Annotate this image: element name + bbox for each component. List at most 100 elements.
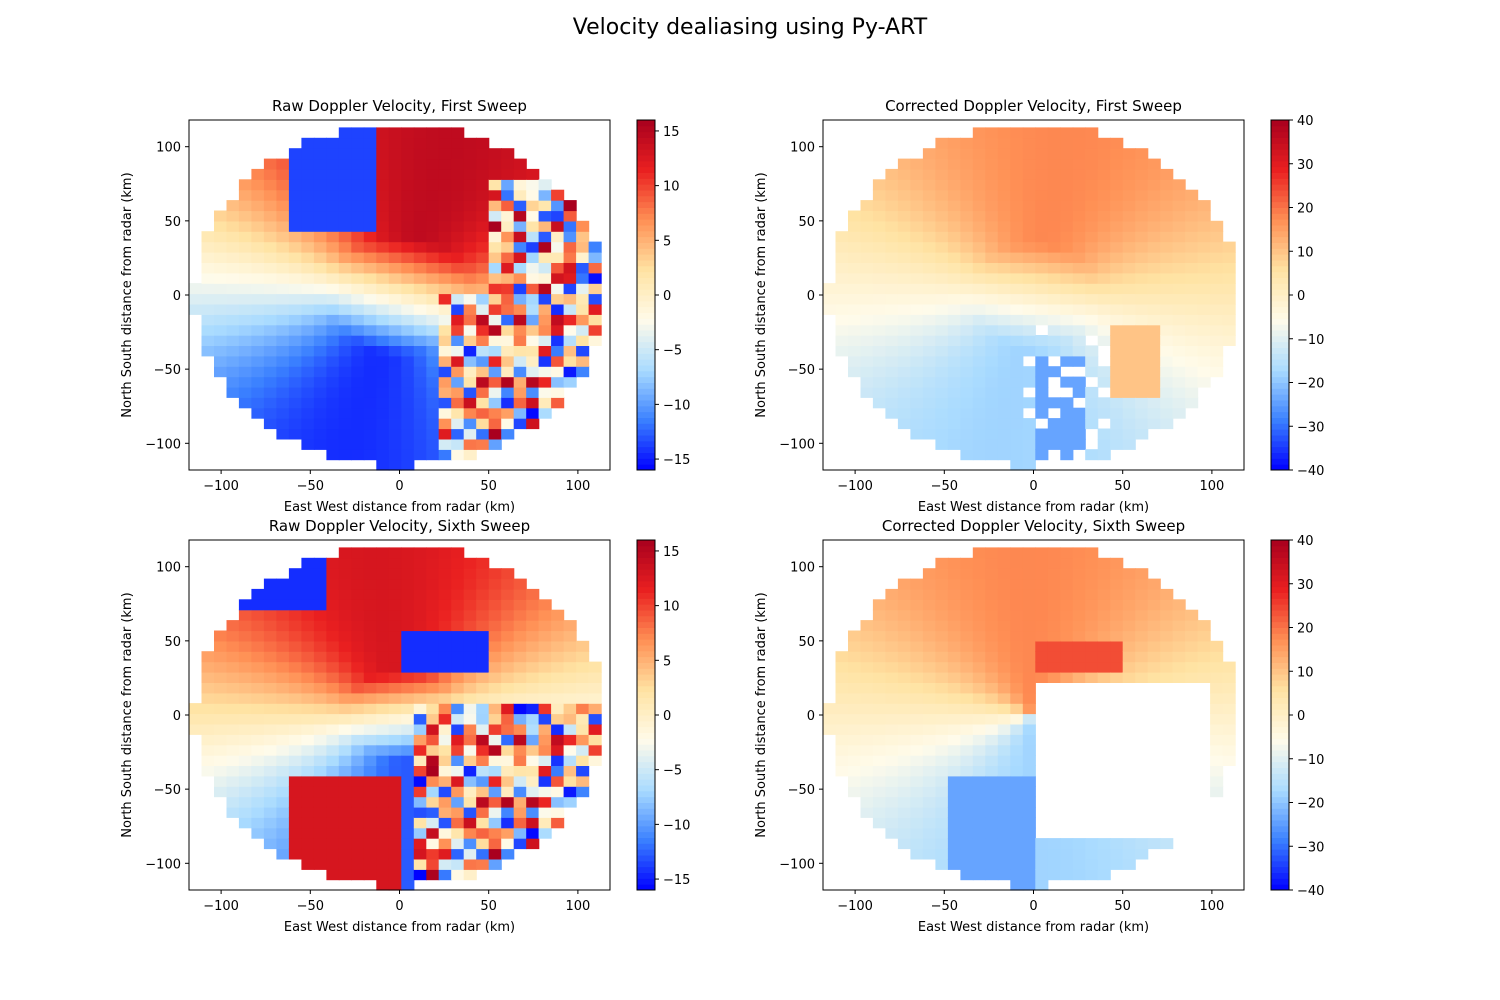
heatmap-cell: [413, 817, 427, 829]
heatmap-cell: [972, 148, 986, 160]
heatmap-cell: [501, 345, 515, 357]
heatmap-cell: [1060, 407, 1074, 419]
heatmap-cell: [872, 262, 886, 274]
heatmap-cell: [438, 723, 452, 735]
heatmap-cell: [476, 345, 490, 357]
heatmap-cell: [972, 438, 986, 450]
heatmap-cell: [363, 588, 377, 600]
colorbar-segment: [1271, 738, 1289, 745]
heatmap-cell: [972, 335, 986, 346]
heatmap-cell: [214, 640, 228, 652]
heatmap-cell: [922, 651, 936, 663]
heatmap-cell: [1122, 588, 1136, 600]
heatmap-cell: [313, 418, 327, 430]
heatmap-cell: [288, 651, 302, 663]
heatmap-cell: [1035, 283, 1049, 295]
heatmap-cell: [576, 220, 590, 232]
heatmap-cell: [1185, 355, 1199, 367]
heatmap-cell: [872, 335, 886, 346]
y-tick-label: −50: [788, 363, 815, 378]
heatmap-cell: [513, 366, 527, 378]
heatmap-cell: [972, 848, 986, 860]
heatmap-cell: [1135, 366, 1149, 378]
heatmap-cell: [438, 168, 452, 180]
heatmap-cell: [1185, 672, 1199, 683]
heatmap-cell: [885, 220, 899, 232]
colorbar-tick-label: 30: [1297, 158, 1314, 173]
heatmap-cell: [848, 335, 862, 346]
colorbar-segment: [1271, 295, 1289, 302]
heatmap-cell: [835, 682, 849, 694]
heatmap-cell: [376, 179, 390, 191]
heatmap-cell: [576, 775, 590, 787]
heatmap-cell: [1022, 438, 1036, 450]
heatmap-cell: [588, 293, 602, 305]
heatmap-cell: [426, 303, 440, 315]
heatmap-cell: [1135, 599, 1149, 611]
x-tick-label: 0: [1029, 479, 1037, 494]
heatmap-cell: [910, 765, 924, 777]
heatmap-cell: [960, 407, 974, 419]
heatmap-cell: [226, 651, 240, 663]
heatmap-cell: [363, 827, 377, 839]
heatmap-cell: [501, 796, 515, 808]
heatmap-cell: [476, 806, 490, 818]
heatmap-cell: [1047, 262, 1061, 274]
heatmap-cell: [438, 827, 452, 839]
heatmap-cell: [1035, 241, 1049, 253]
heatmap-cell: [338, 189, 352, 201]
heatmap-cell: [351, 869, 365, 881]
heatmap-cell: [476, 355, 490, 367]
heatmap-cell: [1147, 283, 1161, 295]
heatmap-cell: [388, 796, 402, 808]
heatmap-cell: [563, 744, 577, 756]
colorbar-segment: [1271, 423, 1289, 430]
heatmap-cell: [897, 376, 911, 388]
heatmap-cell: [313, 189, 327, 201]
heatmap-cell: [451, 324, 465, 336]
heatmap-cell: [326, 324, 340, 336]
heatmap-cell: [1097, 588, 1111, 600]
heatmap-cell: [897, 158, 911, 170]
heatmap-cell: [985, 713, 999, 725]
heatmap-cell: [576, 314, 590, 326]
colorbar-segment: [1271, 131, 1289, 138]
heatmap-cell: [1047, 557, 1061, 569]
colorbar-segment: [637, 802, 655, 809]
heatmap-cell: [563, 734, 577, 746]
heatmap-cell: [351, 210, 365, 222]
y-tick-label: −100: [779, 857, 815, 872]
heatmap-cell: [922, 640, 936, 652]
heatmap-cell: [1010, 376, 1024, 388]
heatmap-cell: [935, 376, 949, 388]
heatmap-cell: [351, 324, 365, 336]
heatmap-cell: [501, 661, 515, 673]
heatmap-cell: [276, 407, 290, 419]
heatmap-cell: [1122, 630, 1136, 642]
heatmap-cell: [526, 817, 540, 829]
heatmap-cell: [301, 438, 315, 450]
heatmap-cell: [326, 838, 340, 850]
heatmap-cell: [238, 734, 252, 746]
heatmap-cell: [960, 252, 974, 263]
heatmap-cell: [1072, 231, 1086, 243]
heatmap-cell: [1110, 179, 1124, 191]
heatmap-cell: [985, 262, 999, 274]
colorbar-segment: [1271, 855, 1289, 862]
heatmap-cell: [438, 568, 452, 580]
heatmap-cell: [338, 220, 352, 232]
heatmap-cell: [288, 703, 302, 715]
heatmap-cell: [1222, 252, 1236, 263]
heatmap-cell: [526, 692, 540, 704]
heatmap-cell: [935, 231, 949, 243]
heatmap-cell: [947, 397, 961, 409]
heatmap-cell: [226, 765, 240, 777]
heatmap-cell: [438, 838, 452, 850]
heatmap-cell: [476, 661, 490, 673]
heatmap-cell: [201, 672, 215, 683]
heatmap-cell: [263, 692, 277, 704]
heatmap-cell: [1172, 345, 1186, 357]
heatmap-cell: [1010, 703, 1024, 715]
heatmap-cell: [897, 796, 911, 808]
